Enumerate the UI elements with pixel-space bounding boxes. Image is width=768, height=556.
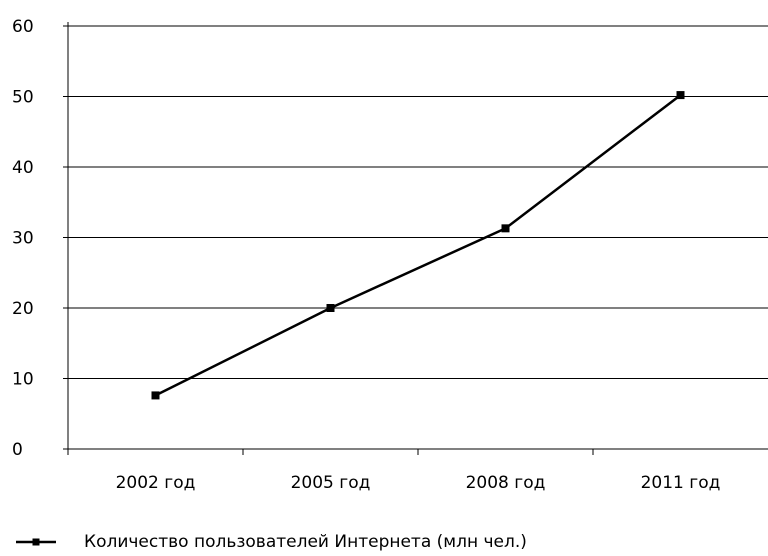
y-tick-label: 30 (12, 229, 34, 249)
legend-series-label: Количество пользователей Интернета (млн … (84, 532, 527, 552)
series-group (151, 91, 685, 400)
x-tick-label: 2008 год (466, 473, 546, 493)
x-tick-label: 2002 год (116, 473, 196, 493)
x-tick-label: 2005 год (291, 473, 371, 493)
x-tick-label: 2011 год (641, 473, 721, 493)
y-axis-ticks: 0 10 20 30 40 50 60 (12, 17, 68, 460)
legend: Количество пользователей Интернета (млн … (14, 530, 527, 554)
y-tick-label: 40 (12, 158, 34, 178)
series-line (154, 94, 682, 397)
gridlines (68, 25, 768, 379)
data-point-marker (676, 91, 685, 100)
axes (63, 22, 768, 455)
y-tick-label: 60 (12, 17, 34, 37)
y-tick-label: 10 (12, 370, 34, 390)
y-tick-label: 50 (12, 88, 34, 108)
data-point-marker (151, 391, 160, 400)
y-tick-label: 20 (12, 299, 34, 319)
data-point-marker (326, 304, 335, 312)
x-axis-ticks: 2002 год 2005 год 2008 год 2011 год (116, 449, 721, 493)
data-point-marker (501, 224, 510, 233)
legend-line-marker-icon (16, 538, 56, 546)
y-tick-label: 0 (12, 440, 23, 460)
